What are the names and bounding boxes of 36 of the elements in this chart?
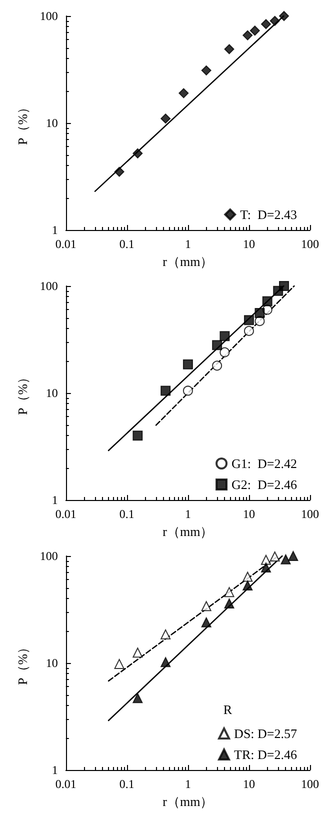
x-tick-label: 1 bbox=[184, 507, 191, 521]
y-tick-label: 10 bbox=[46, 116, 58, 130]
x-tick-label: 100 bbox=[301, 777, 319, 791]
y-tick-label: 100 bbox=[40, 9, 58, 23]
y-tick-label: 10 bbox=[46, 386, 58, 400]
x-tick-label: 100 bbox=[301, 237, 319, 251]
x-tick-label: 0.01 bbox=[55, 237, 76, 251]
x-axis-title: r（mm） bbox=[162, 794, 214, 809]
y-axis-title: P（%） bbox=[15, 370, 30, 416]
x-axis-title: r（mm） bbox=[162, 524, 214, 539]
x-tick-label: 10 bbox=[242, 237, 255, 251]
y-tick-label: 1 bbox=[52, 223, 58, 237]
x-axis-title: r（mm） bbox=[162, 254, 214, 269]
x-tick-label: 10 bbox=[242, 507, 255, 521]
y-axis-title: P（%） bbox=[15, 640, 30, 686]
y-tick-label: 100 bbox=[40, 279, 58, 293]
x-tick-label: 1 bbox=[184, 777, 191, 791]
legend-label: TR: D=2.46 bbox=[234, 747, 298, 762]
legend-label: G2: D=2.46 bbox=[232, 477, 298, 492]
x-tick-label: 0.1 bbox=[119, 237, 134, 251]
legend-label: T: D=2.43 bbox=[240, 207, 297, 222]
x-tick-label: 0.01 bbox=[55, 507, 76, 521]
x-tick-label: 0.1 bbox=[119, 777, 134, 791]
x-tick-label: 0.1 bbox=[119, 507, 134, 521]
x-tick-label: 0.01 bbox=[55, 777, 76, 791]
x-tick-label: 10 bbox=[242, 777, 255, 791]
x-tick-label: 1 bbox=[184, 237, 191, 251]
y-tick-label: 100 bbox=[40, 549, 58, 563]
y-axis-title: P（%） bbox=[15, 100, 30, 146]
legend-title: R bbox=[223, 702, 232, 717]
legend-label: G1: D=2.42 bbox=[232, 456, 298, 471]
y-tick-label: 10 bbox=[46, 656, 58, 670]
y-tick-label: 1 bbox=[52, 763, 58, 777]
y-tick-label: 1 bbox=[52, 493, 58, 507]
legend-label: DS: D=2.57 bbox=[234, 726, 298, 741]
x-tick-label: 100 bbox=[301, 507, 319, 521]
